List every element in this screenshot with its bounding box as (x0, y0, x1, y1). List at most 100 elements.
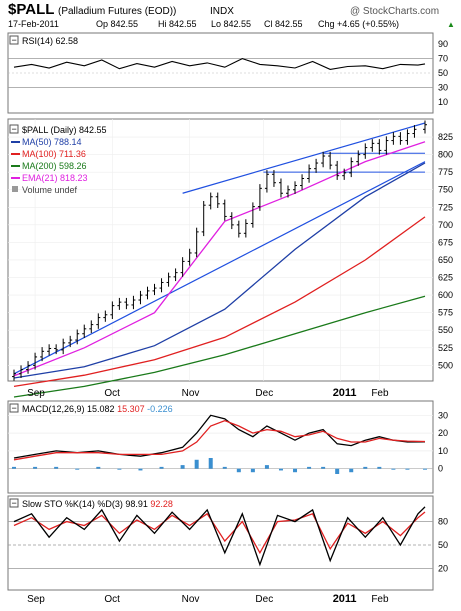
ma100-line (13, 216, 426, 388)
header-high: Hi 842.55 (158, 19, 197, 29)
price-tick-label: 800 (438, 150, 453, 160)
rsi-tick-label: 30 (438, 82, 448, 92)
macd-label-part: MACD(12,26,9) (22, 404, 85, 414)
macd-label-part: -0.226 (145, 404, 173, 414)
date-axis-label: Sep (27, 594, 45, 605)
date-axis-label: 2011 (333, 593, 357, 605)
macd-histogram-bar (363, 466, 368, 469)
price-tick-label: 575 (438, 308, 453, 318)
macd-histogram-bar (96, 466, 101, 469)
ma-legend-label: MA(200) 598.26 (22, 161, 87, 171)
ma-legend-label: EMA(21) 818.23 (22, 173, 88, 183)
price-tick-label: 675 (438, 237, 453, 247)
macd-tick-label: 10 (438, 446, 448, 456)
stoch-tick-label: 50 (438, 540, 448, 550)
stoch-label-part: 92.28 (148, 499, 173, 509)
macd-histogram-bar (293, 468, 298, 473)
rsi-layer: 10 30 50 70 90 − RSI(14) 62.58 (8, 35, 448, 107)
collapse-icon: − (12, 124, 17, 134)
macd-histogram-bar (349, 468, 354, 473)
price-tick-label: 500 (438, 360, 453, 370)
macd-histogram-bar (33, 466, 38, 469)
stoch-tick-label: 20 (438, 563, 448, 573)
macd-histogram-bar (250, 468, 255, 473)
rsi-tick-label: 90 (438, 39, 448, 49)
price-legend-box (9, 124, 19, 134)
macd-tick-label: 30 (438, 410, 448, 420)
macd-histogram-bar (208, 458, 213, 469)
ma50-line (13, 162, 426, 379)
macd-line (13, 414, 426, 459)
price-tick-label: 825 (438, 132, 453, 142)
price-tick-label: 550 (438, 325, 453, 335)
price-tick-label: 525 (438, 343, 453, 353)
price-tick-label: 650 (438, 255, 453, 265)
price-tick-label: 625 (438, 273, 453, 283)
price-tick-label: 750 (438, 185, 453, 195)
stoch-legend-box (9, 498, 19, 508)
macd-label: MACD(12,26,9) 15.082 15.307 -0.226 (22, 404, 173, 414)
watermark: @ StockCharts.com (350, 6, 439, 17)
stoch-tick-label: 80 (438, 517, 448, 527)
rsi-legend-box (9, 35, 19, 45)
upper-trendline (182, 122, 426, 194)
change-up-icon: ▲ (447, 20, 455, 29)
date-axis-label: Nov (182, 594, 200, 605)
macd-signal-line (13, 420, 426, 461)
macd-histogram-bar (159, 466, 164, 469)
macd-histogram-bar (278, 468, 283, 471)
header-date: 17-Feb-2011 (8, 19, 59, 29)
rsi-tick-label: 50 (438, 68, 448, 78)
macd-layer: 0 10 20 30 − MACD(12,26,9) 15.082 15.307 -0.2… (8, 403, 448, 474)
rsi-tick-label: 10 (438, 97, 448, 107)
date-axis-label: Feb (371, 388, 389, 399)
rsi-tick-label: 70 (438, 54, 448, 64)
macd-label-part: 15.307 (115, 404, 145, 414)
date-axis-label: Oct (104, 388, 120, 399)
header-low: Lo 842.55 (211, 19, 251, 29)
header-open: Op 842.55 (96, 19, 138, 29)
date-axis-label: Sep (27, 388, 45, 399)
macd-tick-label: 0 (438, 464, 443, 474)
macd-histogram-bar (194, 459, 199, 469)
price-tick-label: 700 (438, 220, 453, 230)
volume-swatch (12, 186, 18, 192)
ma200-line (13, 295, 426, 398)
symbol-title: $PALL (8, 1, 54, 18)
macd-histogram-bar (307, 466, 312, 469)
macd-histogram-bar (54, 466, 59, 469)
date-axis-label: 2011 (333, 387, 357, 399)
macd-histogram-bar (222, 466, 227, 469)
macd-histogram-bar (264, 465, 269, 469)
price-tick-label: 600 (438, 290, 453, 300)
macd-histogram-bar (12, 466, 16, 469)
collapse-icon: − (12, 498, 17, 508)
date-axis-label: Nov (182, 388, 200, 399)
date-axis-label: Oct (104, 594, 120, 605)
date-axis-label: Feb (371, 594, 389, 605)
macd-histogram-bar (377, 466, 382, 469)
macd-histogram-bar (335, 468, 340, 474)
macd-histogram-bar (391, 468, 396, 470)
macd-label-part: 15.082 (85, 404, 115, 414)
macd-panel (7, 400, 434, 494)
price-tick-label: 725 (438, 202, 453, 212)
rsi-label: RSI(14) 62.58 (22, 36, 78, 46)
macd-legend-box (9, 403, 19, 413)
collapse-icon: − (12, 403, 17, 413)
macd-histogram-bar (75, 468, 80, 470)
stoch-d-line (13, 511, 426, 555)
price-tick-label: 775 (438, 167, 453, 177)
volume-label: Volume undef (22, 185, 78, 195)
exchange-label: INDX (210, 6, 234, 17)
instrument-name: (Palladium Futures (EOD)) (58, 6, 176, 17)
macd-histogram-bar (138, 468, 143, 471)
price-layer: 500 525 550 575 600 625 650 675 700 725 750 775 800 8… (8, 119, 453, 398)
macd-histogram-bar (405, 468, 410, 470)
header-change: Chg +4.65 (+0.55%) (318, 19, 399, 29)
price-legend-label: $PALL (Daily) 842.55 (22, 125, 107, 135)
stoch-label: Slow STO %K(14) %D(3) 98.91 92.28 (22, 499, 173, 509)
ma-legend-label: MA(50) 788.14 (22, 137, 82, 147)
lower-trendline (13, 161, 426, 375)
stochastic-layer: 20 50 80 − Slow STO %K(14) %D(3) 98.91 92.28 (8, 498, 448, 573)
